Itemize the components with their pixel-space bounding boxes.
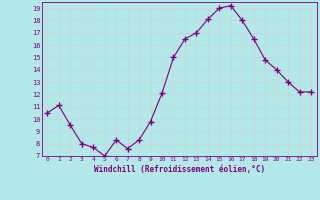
X-axis label: Windchill (Refroidissement éolien,°C): Windchill (Refroidissement éolien,°C): [94, 165, 265, 174]
